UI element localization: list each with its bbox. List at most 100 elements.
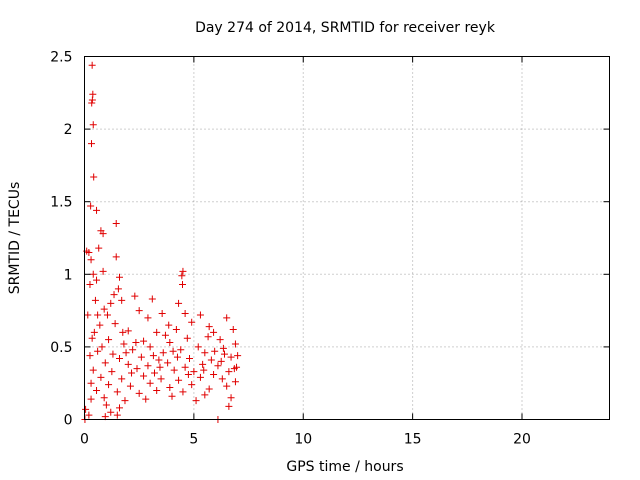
data-point <box>201 349 209 357</box>
data-point <box>153 328 161 336</box>
data-point <box>157 375 165 383</box>
data-point <box>181 363 189 371</box>
data-point <box>165 321 173 329</box>
data-point <box>192 397 200 405</box>
data-point <box>230 365 238 373</box>
data-point <box>205 323 213 331</box>
data-point <box>231 378 239 386</box>
data-point <box>159 349 167 357</box>
data-point <box>178 272 186 280</box>
data-point <box>140 337 148 345</box>
data-point <box>210 328 218 336</box>
data-point <box>166 339 174 347</box>
data-point <box>183 334 191 342</box>
data-point <box>142 395 150 403</box>
data-point <box>89 366 97 374</box>
data-point <box>94 311 102 319</box>
data-point <box>196 373 204 381</box>
data-point <box>137 353 145 361</box>
data-point <box>156 363 164 371</box>
data-point <box>135 307 143 315</box>
data-point <box>90 173 98 181</box>
data-point <box>87 395 95 403</box>
data-point <box>99 267 107 275</box>
data-point <box>88 61 96 69</box>
y-tick-label: 2 <box>64 122 73 138</box>
data-point <box>103 311 111 319</box>
data-point <box>90 328 98 336</box>
data-point <box>105 336 113 344</box>
data-point <box>93 276 101 284</box>
data-point <box>119 328 127 336</box>
data-point <box>89 270 97 278</box>
data-point <box>107 299 115 307</box>
data-point <box>179 388 187 396</box>
grid-lines <box>84 56 610 420</box>
data-point <box>96 321 104 329</box>
data-point <box>146 379 154 387</box>
data-point <box>158 310 166 318</box>
data-point <box>116 355 123 363</box>
data-point <box>124 360 132 368</box>
data-point <box>111 320 119 328</box>
axis-ticks: 0 5 10 15 20 0 0.5 1 1.5 2 2.5 <box>50 50 610 448</box>
data-point <box>88 96 96 104</box>
data-point <box>105 381 113 389</box>
data-point <box>207 356 215 364</box>
data-point <box>89 121 97 129</box>
data-point <box>179 267 187 275</box>
data-point <box>88 334 96 342</box>
data-point <box>179 280 186 288</box>
data-point <box>153 386 161 394</box>
data-point <box>229 325 237 333</box>
data-point <box>217 357 225 365</box>
data-point <box>172 325 180 333</box>
data-point <box>164 359 172 367</box>
data-point <box>166 384 174 392</box>
data-point <box>221 350 228 358</box>
data-point <box>118 296 126 304</box>
data-point <box>120 340 128 348</box>
data-point <box>218 375 226 383</box>
data-point <box>210 370 218 378</box>
x-axis-label: GPS time / hours <box>286 459 403 475</box>
data-point <box>186 355 193 363</box>
data-point <box>129 346 137 354</box>
data-point <box>214 362 222 370</box>
data-point <box>116 273 123 281</box>
data-point <box>114 285 122 293</box>
data-point <box>181 310 189 318</box>
data-point <box>146 343 154 351</box>
data-point <box>175 299 183 307</box>
data-point <box>110 291 118 299</box>
data-point <box>118 375 126 383</box>
data-point <box>140 372 148 380</box>
data-point <box>196 311 204 319</box>
data-point <box>131 292 139 300</box>
data-point <box>88 99 96 107</box>
y-axis-label: SRMTID / TECUs <box>7 182 23 295</box>
data-point <box>99 230 107 238</box>
data-point <box>112 253 120 261</box>
data-point <box>225 368 233 376</box>
data-point <box>211 347 219 355</box>
data-point <box>97 373 105 381</box>
data-point <box>128 369 136 377</box>
data-point <box>98 343 106 351</box>
data-point <box>101 359 109 367</box>
x-tick-label: 5 <box>189 432 198 448</box>
data-point <box>86 352 94 360</box>
data-point <box>227 394 235 402</box>
data-point <box>204 333 212 341</box>
data-point <box>116 404 123 412</box>
data-point <box>144 362 152 370</box>
data-point <box>100 394 108 402</box>
data-point <box>184 370 192 378</box>
data-point <box>223 314 231 322</box>
data-points <box>81 61 242 423</box>
data-point <box>95 244 103 252</box>
data-point <box>86 280 94 288</box>
data-point <box>124 327 132 335</box>
data-point <box>188 381 196 389</box>
data-point <box>175 376 183 384</box>
